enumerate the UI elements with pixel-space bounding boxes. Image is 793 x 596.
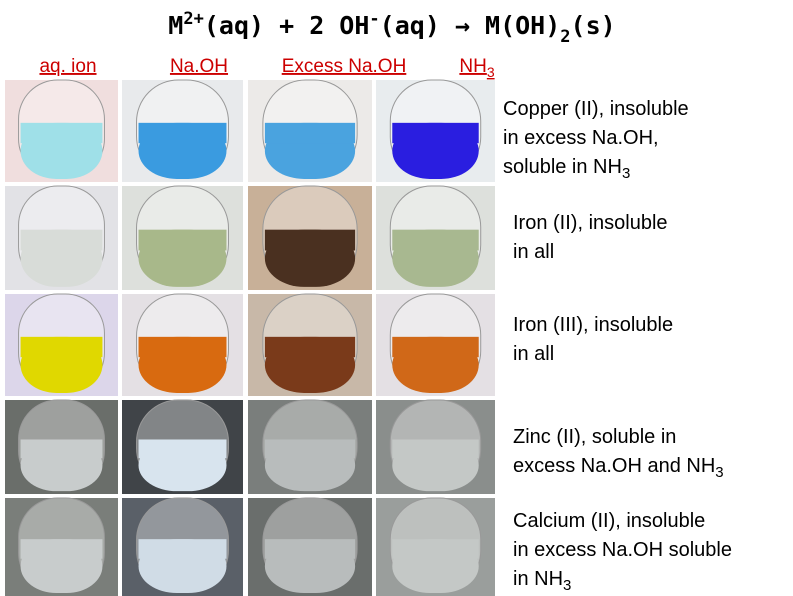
liquid-top	[20, 229, 103, 251]
row-label: excess Na.OH and NH3	[513, 455, 724, 481]
header-part: NH	[459, 56, 486, 77]
row-label: Zinc (II), soluble in	[513, 426, 676, 448]
row-label: Calcium (II), insoluble	[513, 510, 705, 532]
liquid-top	[392, 122, 479, 144]
label-part: in all	[513, 241, 554, 263]
row-label: Iron (II), insoluble	[513, 212, 668, 234]
label-part: in excess Na.OH soluble	[513, 539, 732, 561]
row-label: in excess Na.OH,	[503, 127, 659, 149]
title-part: (s)	[571, 11, 616, 40]
label-part: Calcium (II), insoluble	[513, 510, 705, 532]
column-header: aq. ion	[39, 56, 96, 77]
liquid-top	[264, 439, 356, 459]
label-part: in NH	[513, 568, 563, 590]
label-part: Iron (III), insoluble	[513, 314, 673, 336]
label-part: in excess Na.OH,	[503, 127, 659, 149]
liquid-top	[20, 439, 103, 459]
row-label: in NH3	[513, 568, 571, 594]
row-label: Copper (II), insoluble	[503, 98, 689, 120]
title-part: 2	[560, 27, 570, 47]
liquid-top	[264, 539, 356, 559]
label-part: Copper (II), insoluble	[503, 98, 689, 120]
liquid-top	[20, 122, 103, 144]
label-part: in all	[513, 343, 554, 365]
label-part: 3	[715, 464, 723, 481]
header-part: Na.OH	[170, 56, 228, 77]
title-part: (aq) → M(OH)	[380, 11, 561, 40]
header-part: 3	[487, 64, 495, 80]
row-label: soluble in NH3	[503, 156, 630, 182]
row-label: in all	[513, 343, 554, 365]
title-part: 2+	[183, 9, 203, 29]
liquid-top	[138, 122, 227, 144]
liquid-top	[392, 336, 479, 358]
liquid-top	[138, 439, 227, 459]
label-part: 3	[622, 165, 630, 182]
row-label: in excess Na.OH soluble	[513, 539, 732, 561]
label-part: soluble in NH	[503, 156, 622, 178]
label-part: excess Na.OH and NH	[513, 455, 715, 477]
title: M2+(aq) + 2 OH-(aq) → M(OH)2(s)	[168, 9, 615, 47]
title-part: -	[369, 9, 379, 29]
header-part: Excess Na.OH	[282, 56, 407, 77]
liquid-top	[20, 336, 103, 358]
liquid-top	[138, 229, 227, 251]
label-part: Zinc (II), soluble in	[513, 426, 676, 448]
liquid-top	[138, 336, 227, 358]
liquid-top	[138, 539, 227, 559]
title-part: (aq) + 2 OH	[204, 11, 370, 40]
column-header: Excess Na.OH	[282, 56, 407, 77]
liquid-top	[392, 539, 479, 559]
title-part: M	[168, 11, 183, 40]
liquid-top	[264, 122, 356, 144]
label-part: Iron (II), insoluble	[513, 212, 668, 234]
column-header: Na.OH	[170, 56, 228, 77]
label-part: 3	[563, 577, 571, 594]
liquid-top	[20, 539, 103, 559]
row-label: Iron (III), insoluble	[513, 314, 673, 336]
row-label: in all	[513, 241, 554, 263]
liquid-top	[264, 336, 356, 358]
liquid-top	[392, 229, 479, 251]
liquid-top	[264, 229, 356, 251]
column-header: NH3	[459, 56, 494, 80]
header-part: aq. ion	[39, 56, 96, 77]
liquid-top	[392, 439, 479, 459]
